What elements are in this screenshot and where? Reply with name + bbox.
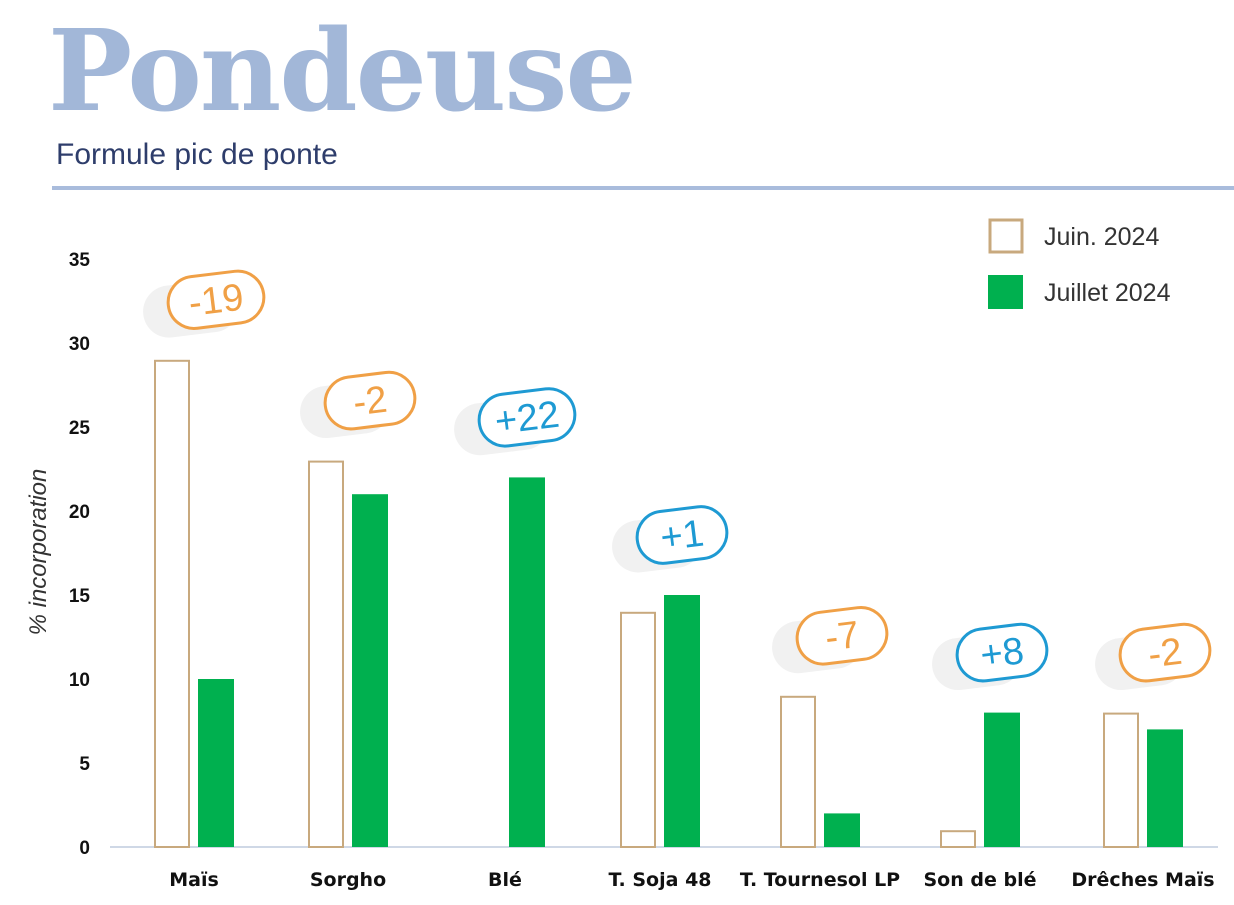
x-tick-label: T. Soja 48 bbox=[608, 869, 711, 891]
badge-label: -7 bbox=[823, 614, 862, 660]
y-tick-label: 5 bbox=[79, 754, 90, 775]
legend-label: Juin. 2024 bbox=[1044, 223, 1159, 251]
bar-juillet-2024 bbox=[984, 712, 1020, 847]
difference-badge: -7 bbox=[772, 605, 889, 674]
bar-juillet-2024 bbox=[198, 679, 234, 847]
y-tick-label: 25 bbox=[69, 418, 91, 439]
legend-swatch-juin bbox=[988, 218, 1024, 254]
badge-outline bbox=[323, 370, 417, 431]
x-tick-label: Drêches Maïs bbox=[1071, 869, 1214, 891]
x-tick-label: Son de blé bbox=[924, 869, 1037, 891]
bar-juillet-2024 bbox=[824, 813, 860, 847]
y-tick-label: 30 bbox=[69, 334, 90, 355]
legend-label: Juillet 2024 bbox=[1044, 279, 1171, 307]
badge-label: +1 bbox=[658, 513, 706, 560]
difference-badge: +8 bbox=[932, 622, 1049, 691]
difference-badge: -2 bbox=[1095, 622, 1212, 691]
badge-outline bbox=[635, 505, 729, 565]
badge-label: -2 bbox=[351, 379, 390, 425]
y-tick-label: 20 bbox=[69, 502, 90, 523]
title-divider bbox=[52, 186, 1234, 190]
bar-juin-2024 bbox=[940, 830, 976, 849]
bar-juillet-2024 bbox=[664, 595, 700, 847]
difference-badge: -19 bbox=[143, 269, 266, 338]
badge-label: +22 bbox=[493, 394, 562, 444]
bar-juin-2024 bbox=[308, 460, 344, 848]
bar-juin-2024 bbox=[620, 611, 656, 848]
y-tick-label: 15 bbox=[69, 586, 91, 607]
y-tick-label: 35 bbox=[69, 250, 91, 271]
x-tick-label: T. Tournesol LP bbox=[740, 869, 900, 891]
y-tick-label: 10 bbox=[69, 670, 90, 691]
bar-juillet-2024 bbox=[509, 477, 545, 847]
badge-label: -2 bbox=[1146, 631, 1185, 677]
bar-juin-2024 bbox=[154, 359, 190, 848]
page-title: Pondeuse bbox=[48, 6, 637, 137]
bar-juin-2024 bbox=[1103, 712, 1139, 848]
badge-outline bbox=[955, 622, 1049, 683]
x-tick-label: Sorgho bbox=[310, 869, 386, 891]
badge-label: -19 bbox=[186, 277, 246, 325]
badge-outline bbox=[1118, 622, 1212, 683]
page-subtitle: Formule pic de ponte bbox=[56, 138, 338, 171]
y-tick-label: 0 bbox=[79, 838, 90, 859]
legend-swatch-juillet bbox=[988, 275, 1023, 309]
badge-outline bbox=[795, 605, 889, 666]
x-tick-label: Blé bbox=[488, 869, 522, 891]
x-tick-label: Maïs bbox=[169, 869, 219, 891]
y-axis-label: % incorporation bbox=[25, 469, 52, 636]
bar-juin-2024 bbox=[780, 695, 816, 848]
badge-label: +8 bbox=[978, 630, 1026, 677]
difference-badge: +22 bbox=[454, 387, 577, 456]
bar-juillet-2024 bbox=[352, 494, 388, 847]
badge-outline bbox=[477, 387, 577, 448]
difference-badge: -2 bbox=[300, 370, 417, 439]
badge-outline bbox=[166, 269, 266, 330]
difference-badge: +1 bbox=[612, 505, 729, 573]
bar-juillet-2024 bbox=[1147, 729, 1183, 847]
